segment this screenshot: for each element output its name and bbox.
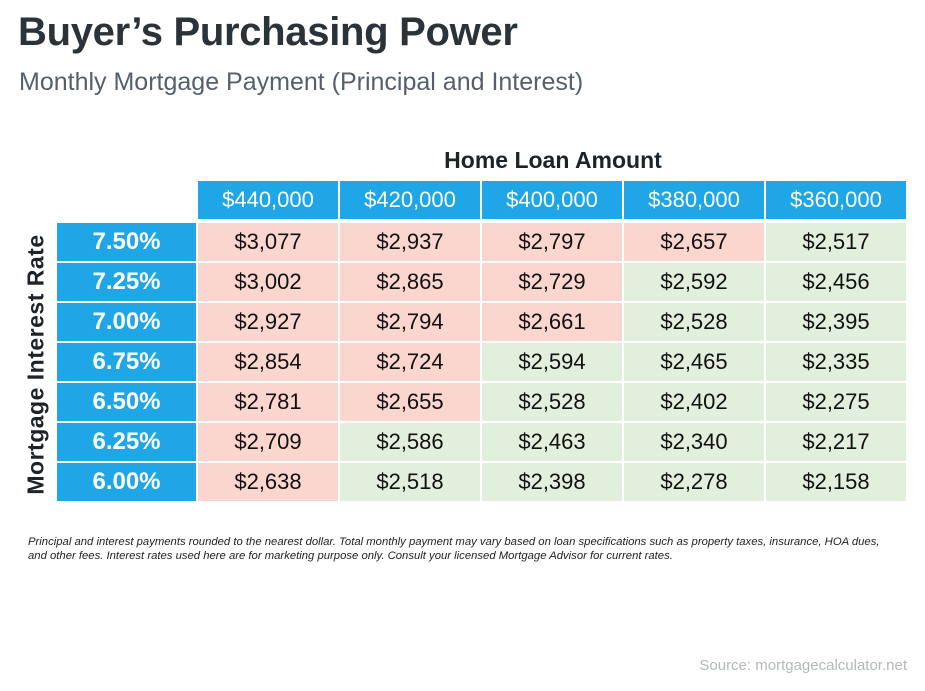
- payment-cell: $2,655: [340, 383, 480, 421]
- rate-label: 6.25%: [57, 423, 196, 461]
- payment-cell: $2,158: [766, 463, 906, 501]
- payment-cell: $2,661: [482, 303, 622, 341]
- payment-cell: $2,528: [624, 303, 764, 341]
- payment-cell: $2,463: [482, 423, 622, 461]
- payment-cell: $2,797: [482, 223, 622, 261]
- column-header: $380,000: [624, 181, 764, 219]
- page-subtitle: Monthly Mortgage Payment (Principal and …: [19, 68, 584, 96]
- rate-label: 7.00%: [57, 303, 196, 341]
- payment-cell: $2,528: [482, 383, 622, 421]
- payment-cell: $2,586: [340, 423, 480, 461]
- payment-cell: $2,927: [198, 303, 338, 341]
- payment-cell: $2,335: [766, 343, 906, 381]
- payment-cell: $2,398: [482, 463, 622, 501]
- source-credit: Source: mortgagecalculator.net: [699, 657, 907, 674]
- payment-cell: $2,781: [198, 383, 338, 421]
- payment-cell: $2,340: [624, 423, 764, 461]
- payment-cell: $2,217: [766, 423, 906, 461]
- rate-label: 7.25%: [57, 263, 196, 301]
- payment-cell: $2,518: [340, 463, 480, 501]
- payment-cell: $2,594: [482, 343, 622, 381]
- rate-label: 7.50%: [57, 223, 196, 261]
- payment-cell: $2,275: [766, 383, 906, 421]
- footnote: Principal and interest payments rounded …: [28, 536, 880, 562]
- rate-label: 6.50%: [57, 383, 196, 421]
- payment-cell: $2,729: [482, 263, 622, 301]
- payment-cell: $2,402: [624, 383, 764, 421]
- payment-cell: $2,724: [340, 343, 480, 381]
- rate-label: 6.75%: [57, 343, 196, 381]
- payment-cell: $2,657: [624, 223, 764, 261]
- payment-cell: $2,937: [340, 223, 480, 261]
- payment-cell: $2,854: [198, 343, 338, 381]
- payment-cell: $2,395: [766, 303, 906, 341]
- rate-label: 6.00%: [57, 463, 196, 501]
- payment-cell: $3,077: [198, 223, 338, 261]
- payment-cell: $2,709: [198, 423, 338, 461]
- payment-cell: $2,517: [766, 223, 906, 261]
- column-group-label: Home Loan Amount: [444, 147, 662, 173]
- payment-cell: $2,638: [198, 463, 338, 501]
- payment-cell: $3,002: [198, 263, 338, 301]
- payment-cell: $2,465: [624, 343, 764, 381]
- page-title: Buyer’s Purchasing Power: [18, 10, 518, 54]
- column-header: $400,000: [482, 181, 622, 219]
- payment-cell: $2,278: [624, 463, 764, 501]
- column-header: $440,000: [198, 181, 338, 219]
- payment-cell: $2,456: [766, 263, 906, 301]
- payment-cell: $2,592: [624, 263, 764, 301]
- column-header: $420,000: [340, 181, 480, 219]
- payment-cell: $2,794: [340, 303, 480, 341]
- column-header: $360,000: [766, 181, 906, 219]
- payment-cell: $2,865: [340, 263, 480, 301]
